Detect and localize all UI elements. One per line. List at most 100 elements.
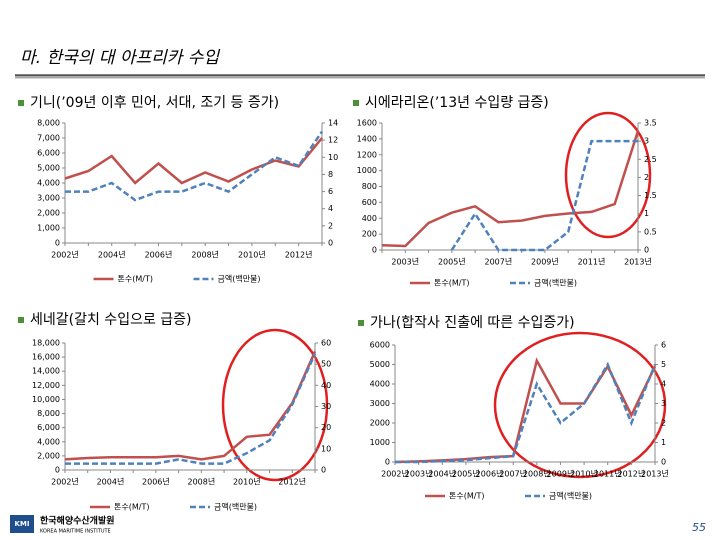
y2-tick-label: 0	[321, 466, 326, 475]
page-number: 55	[692, 521, 706, 534]
series-line	[381, 130, 640, 248]
y-tick-label: 200	[362, 230, 377, 239]
x-tick-label: 2006년	[142, 477, 170, 487]
y2-tick-label: 0	[328, 239, 333, 248]
legend-label: 금액(백만불)	[214, 502, 257, 512]
y2-tick-label: 30	[321, 402, 331, 411]
y-tick-label: 2000	[370, 419, 390, 428]
series-line	[64, 137, 323, 185]
title-bullet	[18, 317, 24, 323]
x-tick-label: 2012년	[617, 469, 645, 479]
y2-tick-label: 40	[321, 381, 331, 390]
chart-title: 시에라리온(’13년 수입량 급증)	[365, 95, 549, 111]
x-tick-label: 2010년	[233, 477, 261, 487]
y2-tick-label: 2.5	[644, 155, 657, 164]
y-tick-label: 8,000	[37, 409, 60, 418]
y2-tick-label: 5	[661, 360, 666, 369]
y-tick-label: 600	[362, 198, 377, 207]
x-tick-label: 2002년	[51, 477, 79, 487]
legend-label: 톤수(M/T)	[114, 503, 149, 512]
y2-tick-label: 10	[328, 153, 338, 162]
y-tick-label: 400	[362, 214, 377, 223]
y2-tick-label: 4	[328, 204, 333, 213]
x-tick-label: 2012년	[278, 477, 306, 487]
org-name-en: KOREA MARITIME INSTITUTE	[40, 529, 111, 535]
y-tick-label: 1600	[357, 119, 377, 128]
x-tick-label: 2011년	[578, 257, 606, 267]
x-tick-label: 2009년	[531, 257, 559, 267]
x-tick-label: 2006년	[145, 250, 173, 260]
x-tick-label: 2002년	[381, 469, 409, 479]
y2-tick-label: 1	[661, 438, 666, 447]
y-tick-label: 4,000	[37, 179, 60, 188]
y-tick-label: 1000	[370, 438, 390, 447]
x-tick-label: 2009년	[547, 469, 575, 479]
y-tick-label: 6,000	[37, 149, 60, 158]
title-bullet	[358, 320, 364, 326]
y2-tick-label: 6	[661, 341, 666, 350]
slide-title: 마. 한국의 대 아프리카 수입	[20, 48, 220, 68]
series-line	[65, 353, 317, 465]
x-tick-label: 2008년	[191, 250, 219, 260]
y-tick-label: 3,000	[37, 194, 60, 203]
y-tick-label: 7,000	[37, 134, 60, 143]
series-line	[450, 139, 638, 252]
x-tick-label: 2007년	[484, 257, 512, 267]
y-tick-label: 1,000	[37, 224, 60, 233]
y-tick-label: 1200	[357, 150, 377, 159]
y-tick-label: 2,000	[37, 451, 60, 460]
legend-label: 금액(백만불)	[218, 274, 261, 284]
y2-tick-label: 0	[661, 458, 666, 467]
x-tick-label: 2005년	[452, 469, 480, 479]
y2-tick-label: 2	[661, 419, 666, 428]
logo-mark	[10, 515, 34, 533]
y2-tick-label: 8	[328, 170, 333, 179]
x-tick-label: 2003년	[405, 469, 433, 479]
y-tick-label: 14,000	[32, 367, 60, 376]
y-tick-label: 3000	[370, 399, 390, 408]
x-tick-label: 2005년	[438, 257, 466, 267]
y-tick-label: 4,000	[37, 437, 60, 446]
y-tick-label: 16,000	[32, 353, 60, 362]
y2-tick-label: 6	[328, 187, 333, 196]
y2-tick-label: 60	[321, 339, 331, 348]
x-tick-label: 2004년	[98, 250, 126, 260]
highlight-circle	[493, 331, 667, 479]
y2-tick-label: 4	[661, 380, 666, 389]
y2-tick-label: 3	[644, 137, 649, 146]
y-tick-label: 800	[362, 182, 377, 191]
y2-tick-label: 12	[328, 136, 338, 145]
y2-tick-label: 3.5	[644, 119, 657, 128]
x-tick-label: 2010년	[570, 469, 598, 479]
chart-title: 가나(합작사 진출에 따른 수입증가)	[370, 315, 575, 331]
y2-tick-label: 50	[321, 360, 331, 369]
series-line	[395, 361, 657, 464]
x-tick-label: 2010년	[238, 250, 266, 260]
x-tick-label: 2008년	[187, 477, 215, 487]
highlight-circle	[564, 111, 652, 239]
y2-tick-label: 20	[321, 423, 331, 432]
series-line	[394, 357, 657, 464]
y-tick-label: 12,000	[32, 381, 60, 390]
y-tick-label: 2,000	[37, 209, 60, 218]
series-line	[64, 350, 317, 461]
y-tick-label: 0	[55, 239, 60, 248]
x-tick-label: 2012년	[285, 250, 313, 260]
y-tick-label: 6,000	[37, 423, 60, 432]
x-tick-label: 2006년	[476, 469, 504, 479]
y2-tick-label: 2	[644, 173, 649, 182]
logo-text: KMI	[15, 520, 30, 528]
legend-label: 금액(백만불)	[534, 278, 577, 288]
y2-tick-label: 0	[644, 246, 649, 255]
x-tick-label: 2008년	[523, 469, 551, 479]
y2-tick-label: 2	[328, 221, 333, 230]
x-tick-label: 2004년	[428, 469, 456, 479]
y2-tick-label: 3	[661, 399, 666, 408]
y-tick-label: 8,000	[37, 119, 60, 128]
legend-label: 금액(백만불)	[549, 491, 592, 501]
y-tick-label: 0	[55, 466, 60, 475]
x-tick-label: 2013년	[624, 257, 652, 267]
legend-label: 톤수(M/T)	[449, 492, 484, 501]
x-tick-label: 2003년	[391, 257, 419, 267]
